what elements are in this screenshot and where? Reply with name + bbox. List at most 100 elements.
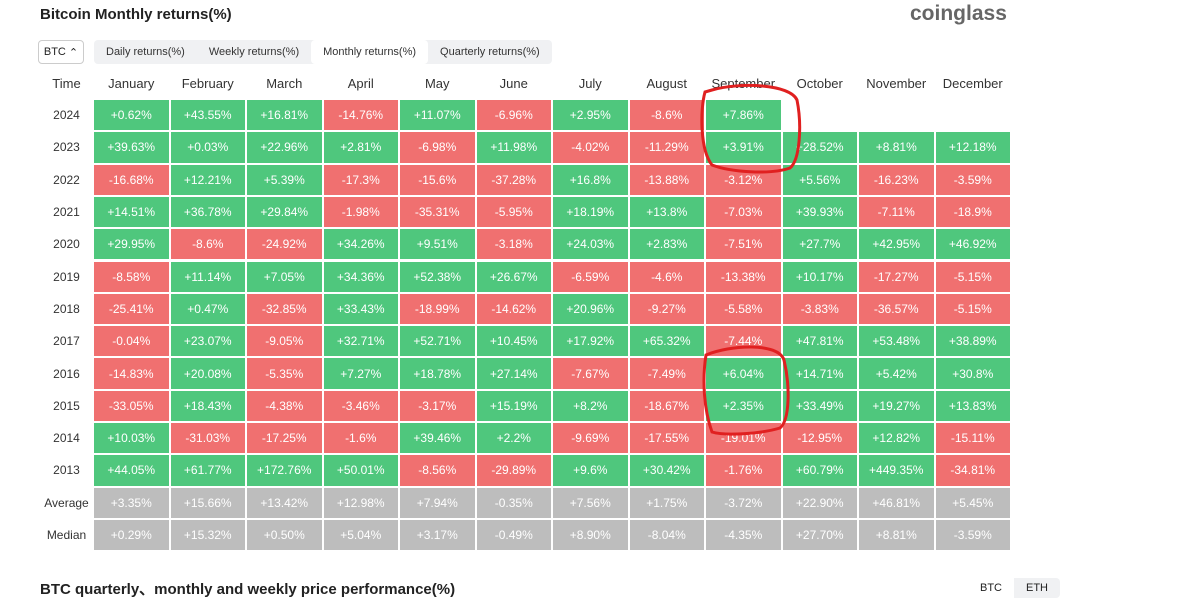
return-cell: -14.62% xyxy=(475,292,552,326)
return-cell: -29.89% xyxy=(475,454,552,487)
tab-bar: Daily returns(%) Weekly returns(%) Monthly… xyxy=(94,40,552,64)
tab[interactable]: Monthly returns(%) xyxy=(311,40,429,64)
row-label: 2013 xyxy=(53,463,80,478)
return-cell: +7.56% xyxy=(552,486,629,519)
return-cell: +20.96% xyxy=(552,292,629,326)
return-cell: -34.81% xyxy=(934,454,1011,487)
return-cell: +15.66% xyxy=(169,486,246,519)
return-cell: +15.19% xyxy=(475,389,552,422)
return-cell: -9.27% xyxy=(628,292,705,326)
return-cell: +19.27% xyxy=(858,389,935,422)
return-cell: +50.01% xyxy=(322,454,399,487)
row-label: 2016 xyxy=(53,366,80,381)
return-cell: +9.51% xyxy=(399,228,476,261)
return-cell: +29.95% xyxy=(93,228,170,261)
column-header: April xyxy=(347,75,374,91)
return-cell: -0.35% xyxy=(475,486,552,519)
return-cell: -3.59% xyxy=(934,163,1011,196)
return-cell: -9.05% xyxy=(246,325,323,358)
return-cell: +32.71% xyxy=(322,325,399,358)
asset-select[interactable]: BTC ⌃ xyxy=(38,40,84,64)
column-header: March xyxy=(266,75,303,91)
return-cell: -19.01% xyxy=(705,422,782,455)
return-cell: -16.23% xyxy=(858,163,935,196)
return-cell: -12.95% xyxy=(781,422,858,455)
return-cell: +26.67% xyxy=(475,260,552,293)
return-cell: -7.49% xyxy=(628,357,705,390)
column-header: July xyxy=(578,75,602,91)
return-cell: +52.38% xyxy=(399,260,476,293)
return-cell: -3.18% xyxy=(475,228,552,261)
return-cell: +10.03% xyxy=(93,422,170,455)
return-cell: +0.62% xyxy=(93,99,170,132)
return-cell: +8.2% xyxy=(552,389,629,422)
return-cell: +27.70% xyxy=(781,518,858,552)
return-cell: +36.78% xyxy=(169,195,246,229)
return-cell: +52.71% xyxy=(399,325,476,358)
return-cell: +33.49% xyxy=(781,389,858,422)
return-cell: +18.43% xyxy=(169,389,246,422)
return-cell: +5.56% xyxy=(781,163,858,196)
return-cell: -18.9% xyxy=(934,195,1011,229)
return-cell: +46.81% xyxy=(858,486,935,519)
return-cell: +2.83% xyxy=(628,228,705,261)
return-cell: -3.83% xyxy=(781,292,858,326)
return-cell: +5.42% xyxy=(858,357,935,390)
return-cell: -1.76% xyxy=(705,454,782,487)
return-cell: +14.71% xyxy=(781,357,858,390)
return-cell: +30.8% xyxy=(934,357,1011,390)
return-cell: +5.39% xyxy=(246,163,323,196)
row-label: 2022 xyxy=(53,172,80,187)
return-cell: +18.78% xyxy=(399,357,476,390)
return-cell: +13.83% xyxy=(934,389,1011,422)
return-cell: +27.7% xyxy=(781,228,858,261)
return-cell: -6.59% xyxy=(552,260,629,293)
return-cell: +16.81% xyxy=(246,99,323,132)
return-cell: -8.04% xyxy=(628,518,705,552)
return-cell: +10.17% xyxy=(781,260,858,293)
return-cell: -3.17% xyxy=(399,389,476,422)
return-cell: -1.98% xyxy=(322,195,399,229)
row-label: 2020 xyxy=(53,237,80,252)
return-cell: +11.14% xyxy=(169,260,246,293)
tab[interactable]: Weekly returns(%) xyxy=(208,46,300,58)
return-cell: -9.69% xyxy=(552,422,629,455)
tab[interactable]: Daily returns(%) xyxy=(106,46,185,58)
return-cell: +8.81% xyxy=(858,131,935,164)
tab[interactable]: Quarterly returns(%) xyxy=(440,46,540,58)
asset-label: BTC xyxy=(43,46,66,58)
return-cell: -17.25% xyxy=(246,422,323,455)
red-circle xyxy=(702,345,790,436)
return-cell: -4.35% xyxy=(705,518,782,552)
return-cell: -4.02% xyxy=(552,131,629,164)
return-cell: +39.93% xyxy=(781,195,858,229)
return-cell: +22.96% xyxy=(246,131,323,164)
return-cell: -11.29% xyxy=(628,131,705,164)
logo: coinglass xyxy=(910,2,1007,25)
return-cell: -8.58% xyxy=(93,260,170,293)
return-cell: +9.6% xyxy=(552,454,629,487)
return-cell: -35.31% xyxy=(399,195,476,229)
return-cell: +34.36% xyxy=(322,260,399,293)
return-cell: -5.15% xyxy=(934,260,1011,293)
column-header: October xyxy=(796,75,843,91)
toggle-eth[interactable]: ETH xyxy=(1026,582,1048,594)
return-cell: -8.6% xyxy=(169,228,246,261)
row-label: 2023 xyxy=(53,140,80,155)
return-cell: +61.77% xyxy=(169,454,246,487)
column-header: February xyxy=(181,75,234,91)
return-cell: -5.95% xyxy=(475,195,552,229)
return-cell: +0.03% xyxy=(169,131,246,164)
row-label: Average xyxy=(44,495,89,510)
return-cell: -14.76% xyxy=(322,99,399,132)
return-cell: -3.59% xyxy=(934,518,1011,552)
return-cell: -13.88% xyxy=(628,163,705,196)
return-cell: +23.07% xyxy=(169,325,246,358)
return-cell: -8.56% xyxy=(399,454,476,487)
return-cell: +53.48% xyxy=(858,325,935,358)
return-cell: -6.96% xyxy=(475,99,552,132)
row-label: 2015 xyxy=(53,398,80,413)
toggle-btc[interactable]: BTC xyxy=(968,578,1014,598)
return-cell: +28.52% xyxy=(781,131,858,164)
return-cell: +33.43% xyxy=(322,292,399,326)
